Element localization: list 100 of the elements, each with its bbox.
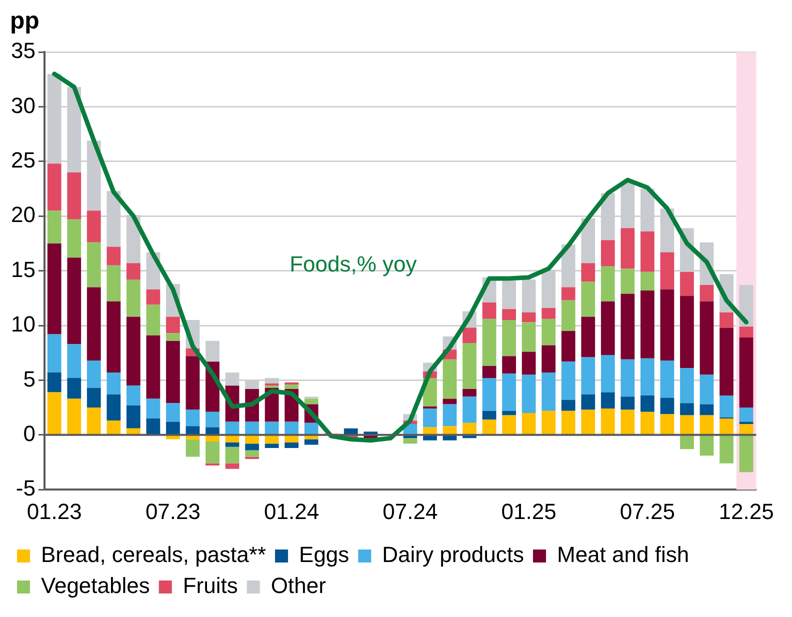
x-tick-label: 07.23 xyxy=(145,498,200,524)
y-tick-label: 10 xyxy=(10,312,36,337)
bar xyxy=(67,344,82,378)
bar xyxy=(67,398,82,434)
bar xyxy=(680,436,694,450)
bar xyxy=(561,362,576,400)
legend-label: Fruits xyxy=(182,573,238,598)
bar xyxy=(581,357,596,394)
bar xyxy=(47,164,62,211)
bar xyxy=(166,436,180,440)
bar xyxy=(67,258,82,344)
bar xyxy=(126,263,140,280)
bar xyxy=(660,414,674,434)
bar xyxy=(561,287,576,300)
bar xyxy=(264,383,279,386)
bar xyxy=(206,412,220,428)
bar xyxy=(522,352,536,375)
bar xyxy=(245,422,259,434)
bar xyxy=(502,356,516,374)
bar xyxy=(225,436,240,443)
bar xyxy=(423,436,437,440)
bar xyxy=(47,334,62,373)
bar xyxy=(106,394,121,421)
bar xyxy=(225,422,240,434)
bar xyxy=(126,428,140,434)
x-tick-label: 12.25 xyxy=(718,498,774,524)
bar xyxy=(620,228,635,269)
bar xyxy=(542,318,556,346)
bar xyxy=(206,427,220,434)
bar xyxy=(620,359,635,397)
bar xyxy=(166,422,180,434)
bar xyxy=(482,378,496,411)
bar xyxy=(146,335,160,399)
bar xyxy=(442,398,457,404)
bar xyxy=(620,410,635,434)
bar xyxy=(502,415,516,434)
bar xyxy=(620,396,635,410)
bar xyxy=(106,265,121,302)
bar xyxy=(680,296,694,368)
bar xyxy=(264,422,279,434)
bar xyxy=(561,300,576,331)
bar xyxy=(700,374,714,404)
legend-label: Vegetables xyxy=(41,573,150,598)
bar xyxy=(225,442,240,447)
bar xyxy=(166,333,180,341)
bar xyxy=(166,316,180,334)
bar xyxy=(482,410,496,420)
bar xyxy=(284,436,299,443)
bar xyxy=(442,426,457,434)
bar xyxy=(720,396,734,418)
bar xyxy=(680,368,694,404)
bar xyxy=(739,326,754,338)
bar xyxy=(364,432,378,434)
bar xyxy=(482,318,496,366)
bar xyxy=(442,404,457,426)
bar xyxy=(264,436,279,444)
bar xyxy=(206,340,220,362)
bar xyxy=(502,309,516,320)
x-tick-label: 01.25 xyxy=(501,498,556,524)
bar xyxy=(542,410,556,434)
x-tick-label: 01.23 xyxy=(26,498,82,524)
legend-label: Dairy products xyxy=(382,542,524,568)
bar xyxy=(126,316,140,386)
bar xyxy=(304,398,318,404)
bar xyxy=(600,408,615,434)
bar xyxy=(67,172,82,220)
bar xyxy=(462,388,476,397)
bar xyxy=(522,322,536,352)
bar xyxy=(581,410,596,434)
bar xyxy=(502,410,516,416)
y-tick-label: -5 xyxy=(16,476,36,501)
bar xyxy=(640,272,654,290)
bar xyxy=(600,355,615,392)
text: Foods,% yoy xyxy=(290,251,417,276)
bar xyxy=(86,287,101,361)
bar xyxy=(245,444,259,450)
bar xyxy=(600,301,615,356)
bar xyxy=(720,328,734,396)
bar xyxy=(462,422,476,434)
bar xyxy=(47,210,62,244)
bar xyxy=(542,345,556,373)
bar xyxy=(86,360,101,388)
bar xyxy=(86,242,101,288)
bar xyxy=(680,415,694,434)
bar xyxy=(245,450,259,457)
bar xyxy=(264,444,279,448)
bar xyxy=(640,358,654,396)
bar xyxy=(206,463,220,466)
bar xyxy=(86,388,101,408)
bar xyxy=(86,210,101,242)
bar xyxy=(423,427,437,434)
bar xyxy=(581,394,596,410)
bar xyxy=(561,400,576,411)
bar xyxy=(106,372,121,394)
x-tick-label: 01.24 xyxy=(264,498,320,524)
bar xyxy=(442,359,457,399)
bar xyxy=(67,378,82,399)
bar xyxy=(47,243,62,334)
bar xyxy=(423,408,437,428)
bar xyxy=(86,408,101,434)
